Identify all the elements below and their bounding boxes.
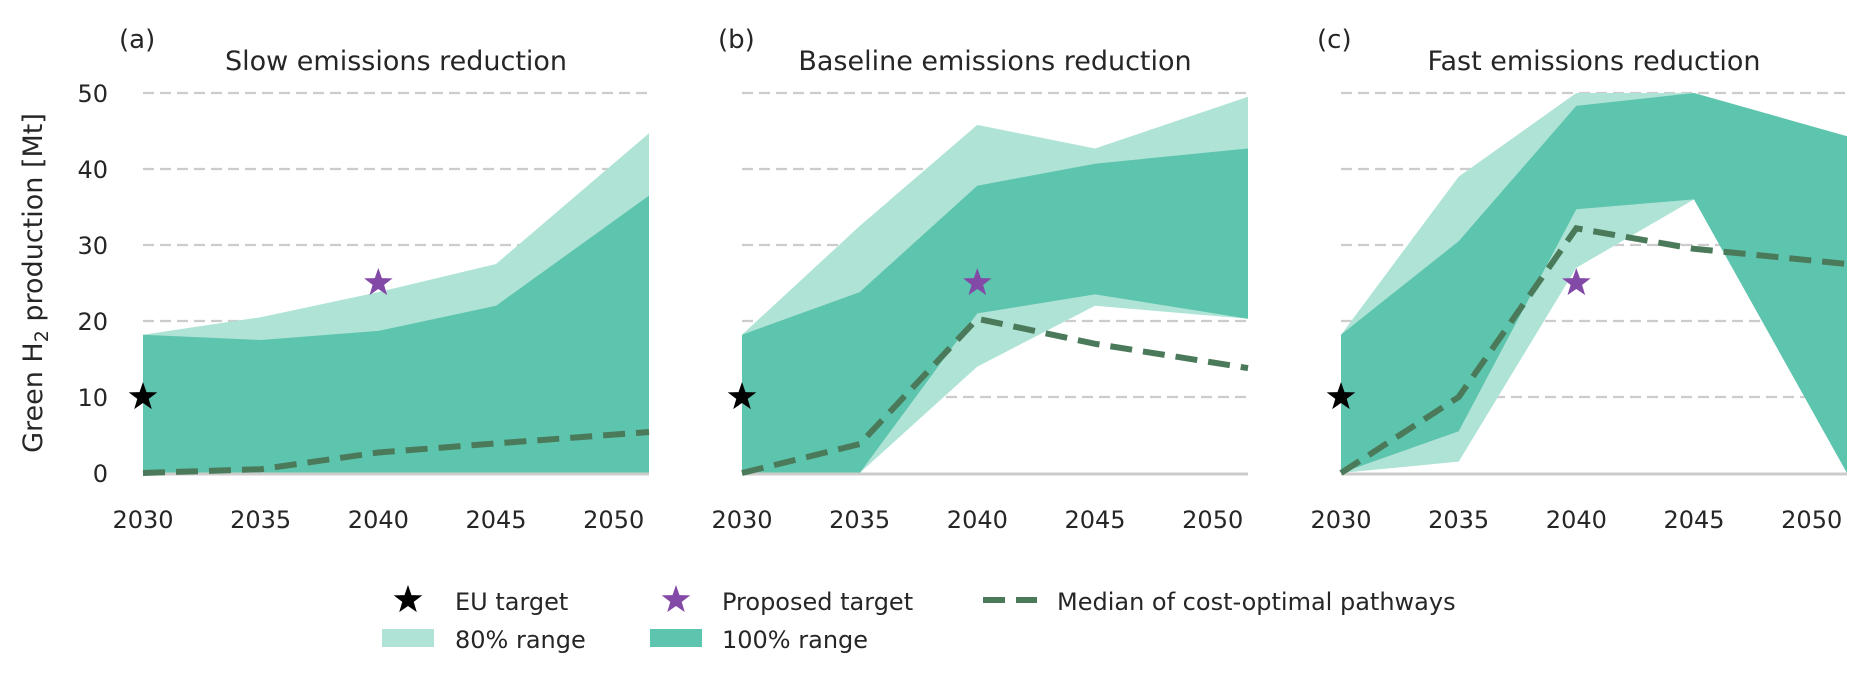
x-tick-label: 2040 [1546,506,1607,534]
y-axis-label-subscript: 2 [31,330,53,342]
legend-label: 100% range [722,626,868,654]
y-tick-label: 30 [77,232,108,260]
x-tick-label: 2030 [1310,506,1371,534]
y-tick-label: 50 [77,80,108,108]
panel-letter: (a) [119,25,155,55]
eu-target-star [128,382,158,410]
range-100-band [1341,93,1847,473]
legend-range-100-icon [650,629,702,647]
panel-letter: (c) [1317,25,1352,55]
legend-eu-target-icon [393,585,423,613]
x-tick-label: 2035 [230,506,291,534]
legend: EU target Proposed target Median of cost-o… [382,585,1456,654]
x-tick-label: 2045 [465,506,526,534]
x-tick-label: 2040 [947,506,1008,534]
x-tick-label: 2045 [1663,506,1724,534]
panel-c: 2030 2035 2040 2045 2050 Fast emissions reduc… [1310,25,1848,534]
x-tick-label: 2030 [711,506,772,534]
x-tick-label: 2050 [583,506,644,534]
legend-label: Proposed target [722,588,913,616]
x-tick-label: 2030 [112,506,173,534]
median-line [741,315,1249,476]
y-tick-label: 0 [93,460,108,488]
proposed-target-star [1562,268,1591,296]
y-axis-label-main: Green H [18,342,49,453]
eu-target-star [1326,382,1356,410]
y-tick-label: 20 [77,308,108,336]
legend-range-80-icon [382,629,434,647]
proposed-target-star [364,268,393,296]
median-line [142,429,650,476]
eu-target-star [727,382,757,410]
legend-proposed-target-icon [661,585,691,613]
x-tick-label: 2050 [1182,506,1243,534]
legend-label: 80% range [455,626,586,654]
panel-b: 2030 2035 2040 2045 2050 Baseline emissions r… [711,25,1249,534]
range-100-band [742,148,1248,473]
x-tick-label: 2050 [1781,506,1842,534]
y-tick-label: 10 [77,384,108,412]
y-axis-label-rest: production [Mt] [18,113,49,330]
x-tick-label: 2045 [1064,506,1125,534]
panel-letter: (b) [718,25,755,55]
x-tick-label: 2040 [348,506,409,534]
x-tick-label: 2035 [829,506,890,534]
proposed-target-star [963,268,992,296]
y-axis-label: Green H2 production [Mt] [18,113,53,453]
panel-title: Baseline emissions reduction [798,46,1191,77]
legend-label: Median of cost-optimal pathways [1057,588,1456,616]
median-line [1339,225,1848,476]
y-tick-label: 40 [77,156,108,184]
range-100-band [143,195,649,473]
x-tick-label: 2035 [1428,506,1489,534]
panel-title: Slow emissions reduction [225,46,567,77]
legend-label: EU target [455,588,568,616]
panel-title: Fast emissions reduction [1427,46,1760,77]
